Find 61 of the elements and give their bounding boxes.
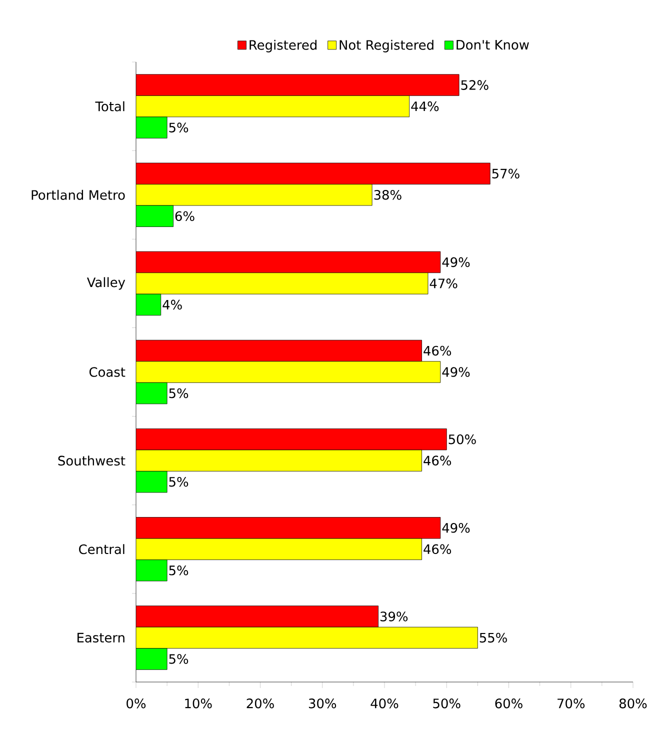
bar	[136, 340, 422, 362]
data-label: 46%	[424, 346, 452, 356]
bar	[136, 648, 168, 670]
bar	[136, 272, 428, 294]
legend-label: Not Registered	[340, 40, 434, 52]
bar	[136, 361, 441, 383]
bar	[136, 517, 441, 539]
bar	[136, 184, 372, 206]
bar	[136, 162, 490, 184]
bar	[136, 116, 168, 138]
data-label: 50%	[448, 434, 476, 444]
data-label: 5%	[169, 122, 188, 132]
x-tick-label: 70%	[558, 698, 585, 708]
legend-label: Don't Know	[456, 40, 529, 50]
y-tick-label: Valley	[86, 277, 126, 290]
bar	[136, 428, 447, 450]
bar	[136, 606, 378, 628]
data-label: 47%	[430, 278, 458, 288]
data-label: 46%	[424, 544, 452, 554]
data-label: 57%	[492, 168, 520, 179]
data-label: 55%	[480, 632, 507, 643]
bar	[136, 626, 478, 649]
bar	[136, 538, 422, 560]
x-tick-label: 40%	[370, 698, 398, 708]
x-tick-label: 60%	[495, 698, 522, 708]
x-tick-label: 0%	[126, 698, 146, 708]
data-label: 49%	[442, 523, 470, 533]
data-label: 5%	[169, 654, 188, 664]
x-tick-label: 30%	[308, 698, 336, 708]
y-tick-label: Central	[79, 544, 124, 554]
legend-label: Registered	[250, 40, 316, 52]
data-label: 49%	[442, 257, 470, 268]
y-tick-label: Total	[95, 101, 124, 112]
bar	[136, 471, 168, 493]
x-tick-label: 50%	[433, 698, 460, 708]
y-tick-label: Southwest	[58, 456, 126, 466]
data-label: 5%	[169, 566, 188, 576]
data-label: 5%	[169, 476, 188, 487]
bar	[136, 560, 168, 582]
data-label: 49%	[442, 367, 470, 377]
bar	[136, 450, 422, 472]
data-label: 38%	[374, 190, 402, 200]
y-tick-label: Eastern	[78, 632, 124, 643]
x-tick-label: 10%	[185, 698, 212, 708]
y-tick-label: Coast	[89, 367, 126, 377]
y-tick-label: Portland Metro	[32, 190, 125, 200]
bar	[136, 95, 410, 118]
data-label: 44%	[411, 101, 439, 112]
x-tick-label: 80%	[619, 698, 647, 708]
data-label: 6%	[175, 211, 194, 222]
data-label: 52%	[461, 80, 488, 90]
data-label: 4%	[162, 300, 182, 310]
data-label: 39%	[380, 612, 408, 622]
data-label: 5%	[169, 388, 188, 398]
data-label: 46%	[424, 456, 452, 466]
bar	[136, 205, 174, 227]
x-tick-label: 20%	[246, 698, 274, 708]
bar	[136, 382, 168, 404]
bar	[136, 251, 441, 274]
bar	[136, 74, 460, 96]
bar	[136, 294, 162, 316]
